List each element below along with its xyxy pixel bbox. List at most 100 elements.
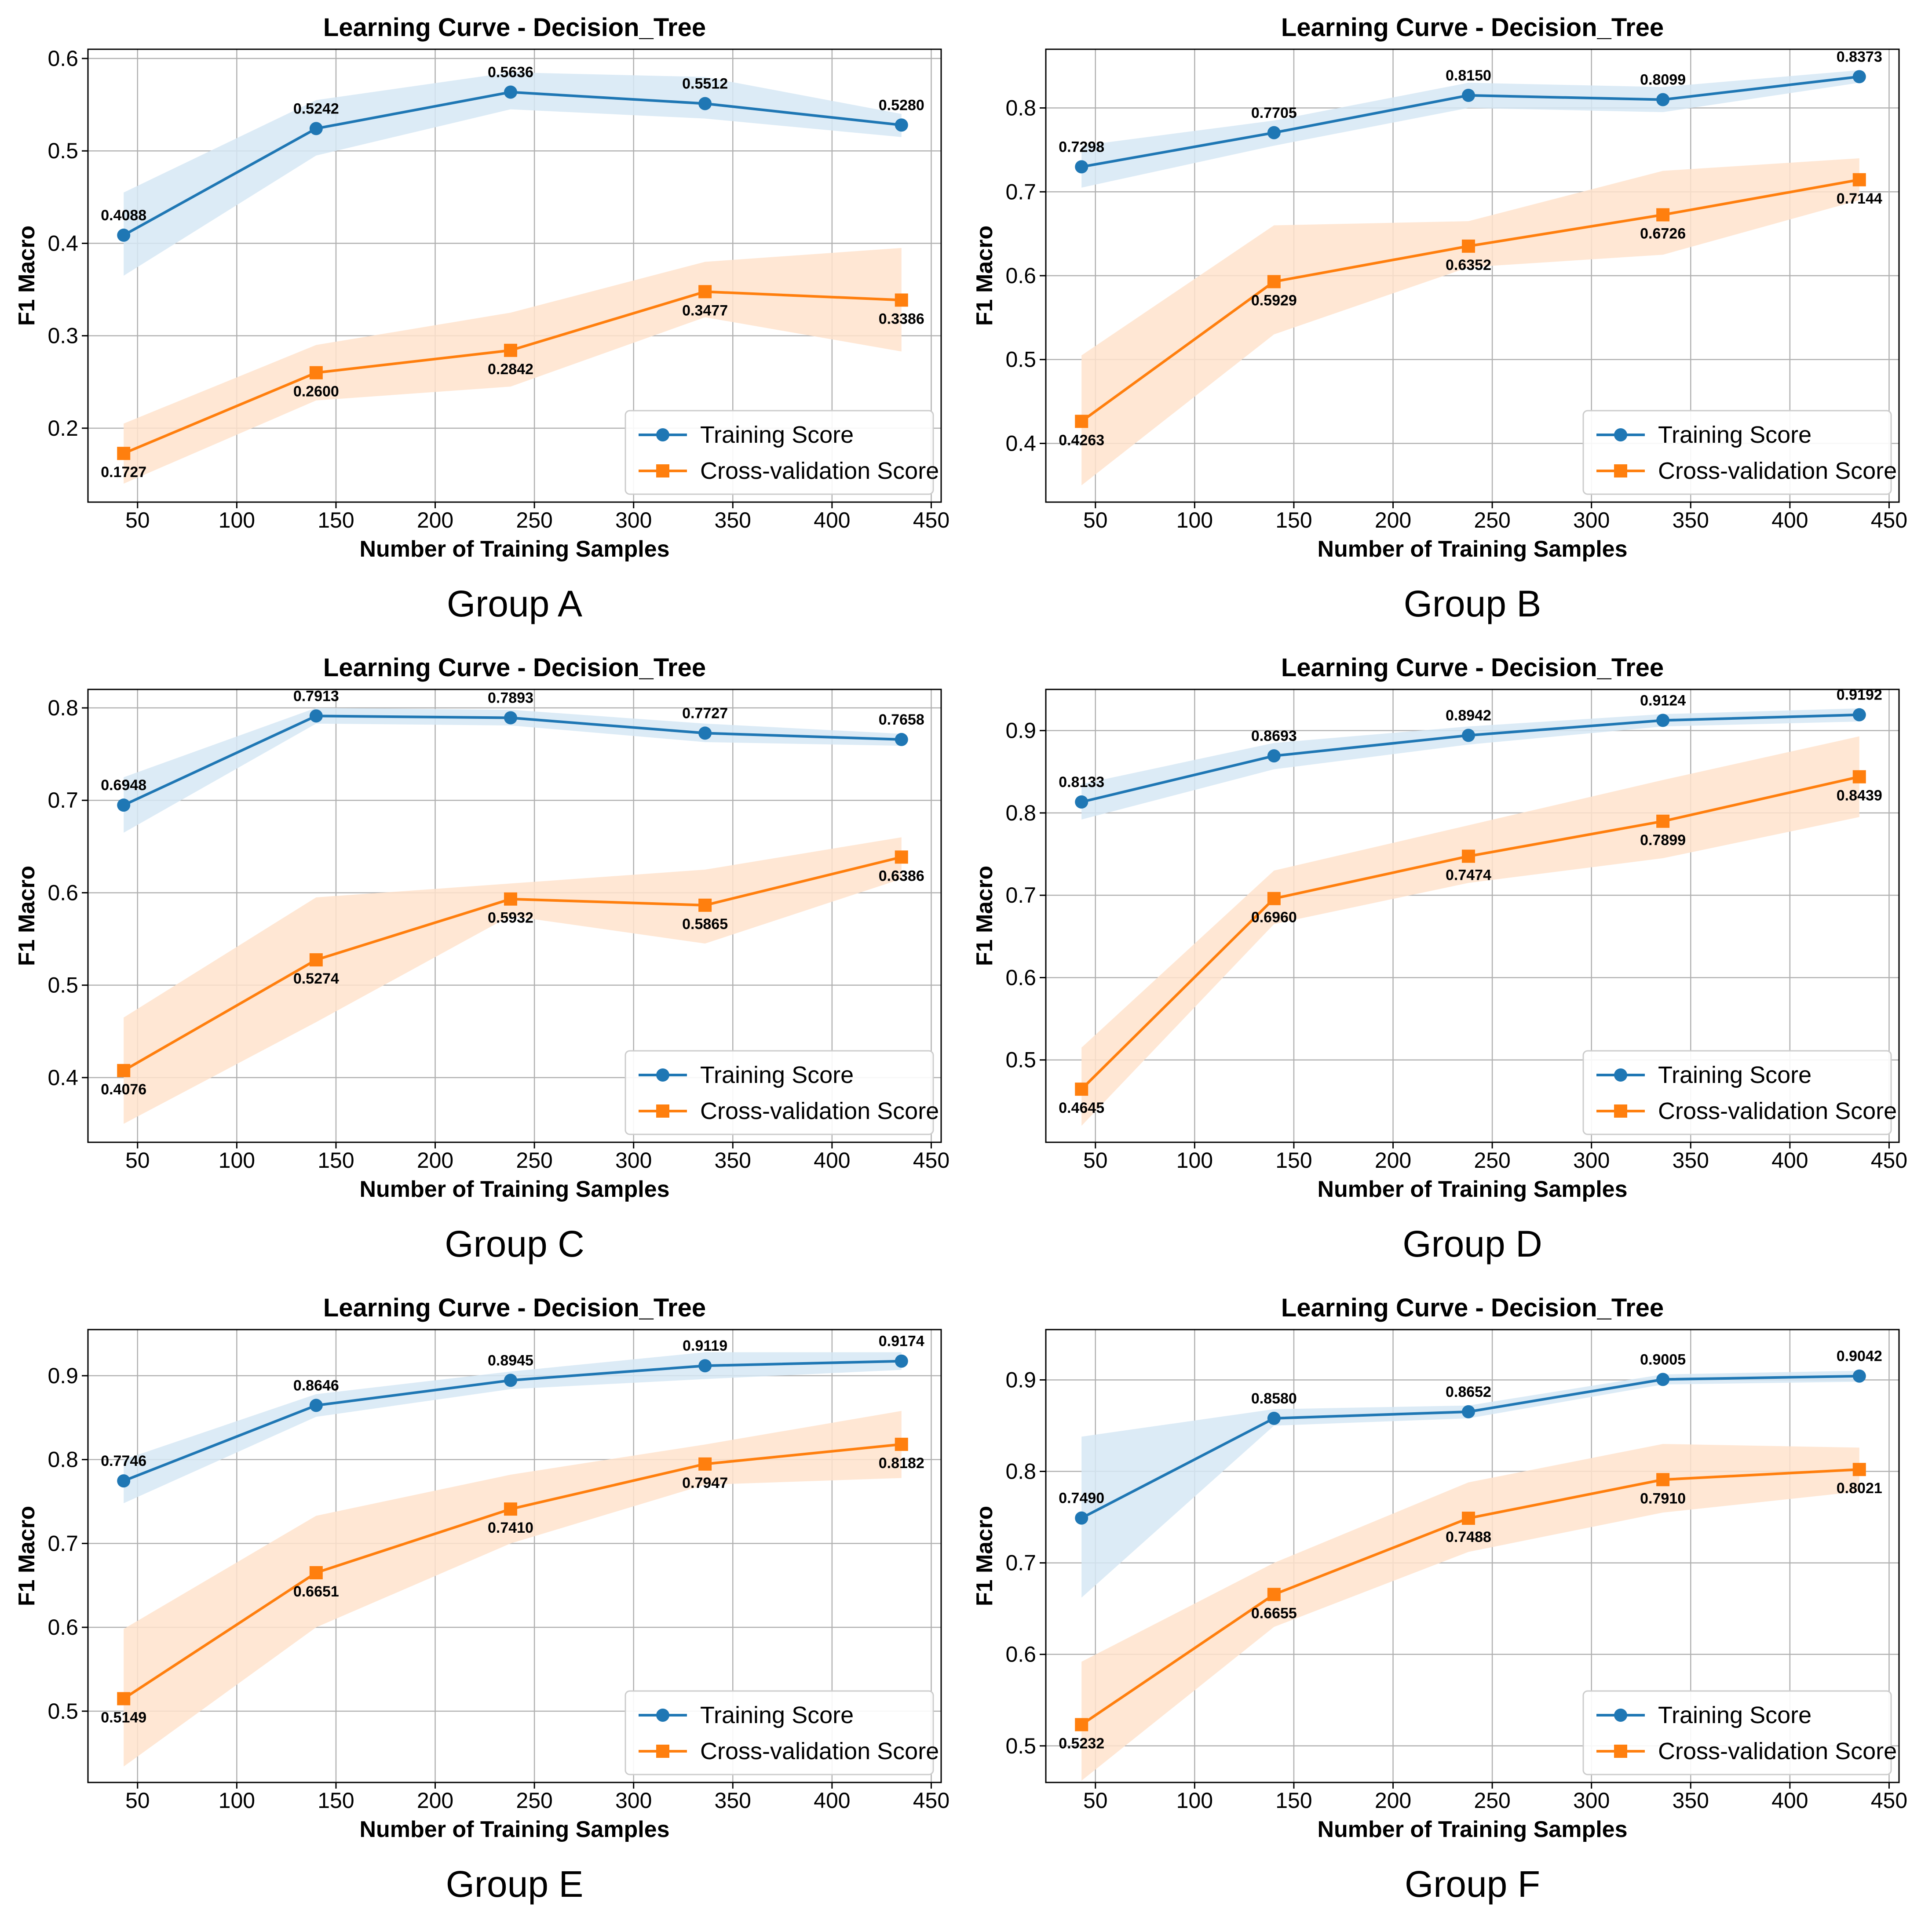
x-axis-label: Number of Training Samples [359, 536, 669, 562]
y-tick-label: 0.6 [1005, 1642, 1036, 1667]
x-tick-label: 450 [913, 1788, 950, 1813]
training-score-band [124, 708, 902, 833]
training-data-label: 0.9119 [683, 1338, 727, 1354]
x-tick-label: 250 [1474, 508, 1510, 532]
y-axis-label: F1 Macro [972, 1506, 997, 1606]
chart-title: Learning Curve - Decision_Tree [323, 13, 706, 42]
cv-score-point [1075, 415, 1088, 428]
training-score-point [1852, 70, 1866, 84]
cv-score-band [1081, 736, 1859, 1126]
y-axis-label: F1 Macro [14, 866, 40, 966]
cv-score-point [698, 1457, 712, 1471]
training-score-point [309, 122, 323, 135]
training-data-label: 0.8646 [293, 1377, 339, 1394]
cv-data-label: 0.5929 [1251, 292, 1297, 309]
x-tick-label: 400 [1771, 508, 1808, 532]
x-tick-label: 100 [1176, 1148, 1213, 1173]
x-tick-label: 400 [814, 508, 850, 532]
x-tick-label: 50 [1083, 508, 1108, 532]
cv-score-point [1656, 208, 1670, 222]
y-tick-label: 0.7 [1005, 179, 1036, 204]
training-score-point [1852, 708, 1866, 722]
x-tick-label: 150 [318, 1148, 354, 1173]
legend-box [1582, 1050, 1892, 1135]
training-data-label: 0.4088 [101, 207, 146, 224]
chart-title: Learning Curve - Decision_Tree [1281, 1294, 1664, 1322]
training-score-point [1656, 1373, 1670, 1386]
cv-data-label: 0.2600 [293, 383, 339, 400]
x-tick-label: 200 [1375, 1148, 1411, 1173]
training-data-label: 0.8945 [488, 1352, 533, 1369]
x-tick-label: 300 [615, 1788, 652, 1813]
cv-data-label: 0.8182 [879, 1455, 924, 1472]
group-label: Group D [1402, 1223, 1542, 1265]
cv-data-label: 0.6726 [1640, 226, 1686, 242]
cv-data-label: 0.5149 [101, 1709, 146, 1726]
y-tick-label: 0.8 [1005, 801, 1036, 825]
x-tick-label: 150 [1275, 1148, 1312, 1173]
legend-square-marker [656, 464, 669, 477]
y-tick-label: 0.4 [47, 231, 78, 255]
training-data-label: 0.7658 [879, 711, 924, 728]
training-score-point [1656, 714, 1670, 727]
legend-box [625, 1050, 934, 1135]
x-tick-label: 100 [1176, 508, 1213, 532]
training-score-point [895, 118, 908, 132]
y-tick-label: 0.3 [47, 324, 78, 348]
chart-panel-6: 0.7490 0.8580 0.8652 0.9005 0.9042 0.5232 0.66… [972, 1294, 1907, 1905]
plot-frame [87, 1329, 942, 1783]
x-tick-label: 300 [1573, 508, 1610, 532]
training-data-label: 0.9174 [879, 1333, 924, 1350]
x-tick-label: 350 [715, 508, 751, 532]
y-tick-label: 0.9 [1005, 1367, 1036, 1392]
training-score-point [504, 85, 517, 99]
cv-score-band [124, 248, 902, 484]
group-label: Group B [1404, 583, 1541, 624]
legend-training-label: Training Score [1658, 422, 1811, 448]
y-tick-label: 0.5 [1005, 1734, 1036, 1758]
x-tick-label: 450 [1871, 508, 1907, 532]
training-score-point [1267, 749, 1281, 763]
cv-data-label: 0.4263 [1059, 432, 1104, 448]
training-score-point [1267, 1411, 1281, 1425]
x-tick-label: 150 [1275, 508, 1312, 532]
cv-score-point [309, 366, 323, 379]
x-tick-label: 50 [125, 1148, 150, 1173]
legend-cv-label: Cross-validation Score [700, 1738, 939, 1764]
cv-score-point [1852, 770, 1866, 784]
legend-circle-marker [1614, 1709, 1627, 1722]
y-tick-label: 0.6 [1005, 965, 1036, 990]
cv-data-label: 0.8439 [1837, 787, 1882, 804]
x-tick-label: 300 [615, 1148, 652, 1173]
training-data-label: 0.5636 [488, 64, 533, 81]
training-data-label: 0.9005 [1640, 1351, 1686, 1368]
x-tick-label: 400 [1771, 1788, 1808, 1813]
y-tick-label: 0.9 [1005, 718, 1036, 743]
training-data-label: 0.8133 [1059, 774, 1104, 791]
y-tick-label: 0.7 [1005, 1551, 1036, 1575]
training-data-label: 0.8942 [1446, 707, 1491, 724]
x-tick-label: 200 [417, 1148, 453, 1173]
chart-title: Learning Curve - Decision_Tree [323, 653, 706, 682]
cv-data-label: 0.6960 [1251, 909, 1297, 926]
cv-score-point [895, 293, 908, 307]
chart-title: Learning Curve - Decision_Tree [323, 1294, 706, 1322]
x-tick-label: 300 [615, 508, 652, 532]
legend-box [1582, 410, 1892, 495]
training-score-point [698, 1359, 712, 1373]
training-score-point [1075, 795, 1088, 809]
training-score-point [1461, 729, 1475, 742]
y-axis-label: F1 Macro [14, 1506, 40, 1606]
cv-score-point [698, 285, 712, 299]
training-score-point [504, 1374, 517, 1387]
y-tick-label: 0.6 [47, 1615, 78, 1640]
chart-title: Learning Curve - Decision_Tree [1281, 13, 1664, 42]
cv-score-point [117, 1692, 131, 1706]
training-data-label: 0.8580 [1251, 1390, 1297, 1407]
training-score-point [1267, 126, 1281, 139]
plot-frame [1045, 689, 1900, 1143]
x-axis-label: Number of Training Samples [1317, 536, 1627, 562]
x-axis-label: Number of Training Samples [359, 1817, 669, 1842]
